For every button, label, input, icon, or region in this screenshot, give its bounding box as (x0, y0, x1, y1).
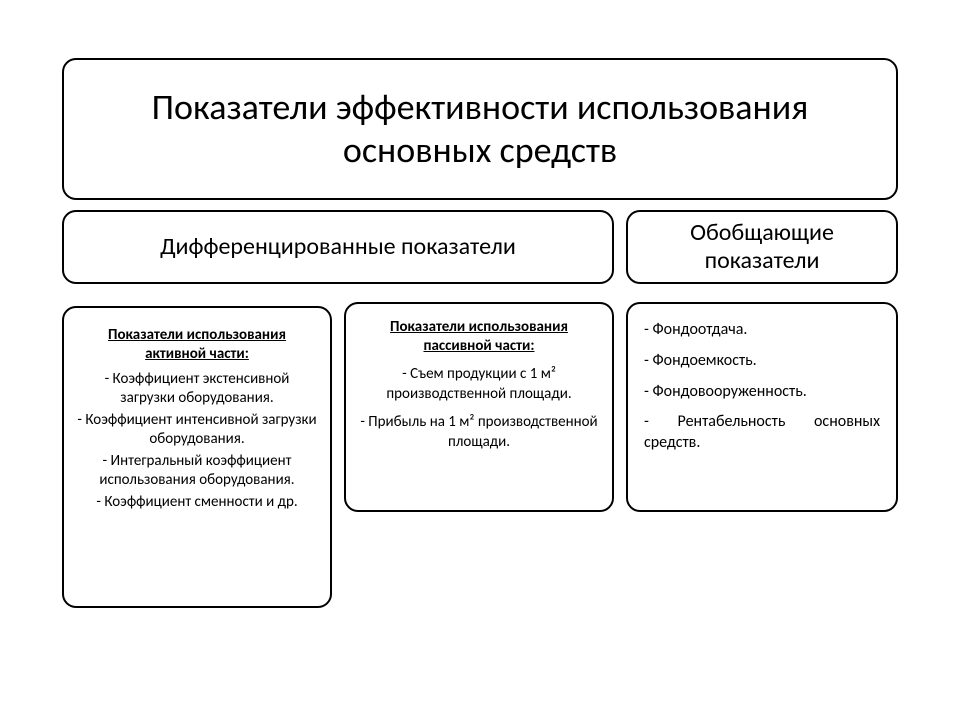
list-item: - Интегральный коэффициент использования… (76, 452, 318, 491)
list-item: - Фондоемкость. (644, 351, 880, 372)
box-summary: - Фондоотдача. - Фондоемкость. - Фондово… (626, 302, 898, 512)
box-passive-heading: Показатели использования пассивной части… (360, 318, 598, 356)
category-differentiated: Дифференцированные показатели (62, 210, 614, 284)
list-item: - Фондоотдача. (644, 320, 880, 341)
box-active-heading: Показатели использования активной части: (76, 326, 318, 364)
list-item: - Коэффициент экстенсивной загрузки обор… (76, 370, 318, 409)
list-item: - Съем продукции с 1 м² производственной… (360, 364, 598, 405)
list-item: - Прибыль на 1 м² производственной площа… (360, 412, 598, 453)
title-text: Показатели эффективности использования о… (94, 86, 866, 172)
title-box: Показатели эффективности использования о… (62, 58, 898, 200)
box-active-part: Показатели использования активной части:… (62, 306, 332, 608)
category-summary-label: Обобщающие показатели (638, 219, 886, 274)
list-item: - Фондовооруженность. (644, 382, 880, 403)
list-item: - Рентабельность основных средств. (644, 412, 880, 454)
category-differentiated-label: Дифференцированные показатели (160, 233, 516, 261)
list-item: - Коэффициент сменности и др. (76, 493, 318, 513)
box-passive-part: Показатели использования пассивной части… (344, 302, 614, 512)
category-summary: Обобщающие показатели (626, 210, 898, 284)
list-item: - Коэффициент интенсивной загрузки обору… (76, 411, 318, 450)
